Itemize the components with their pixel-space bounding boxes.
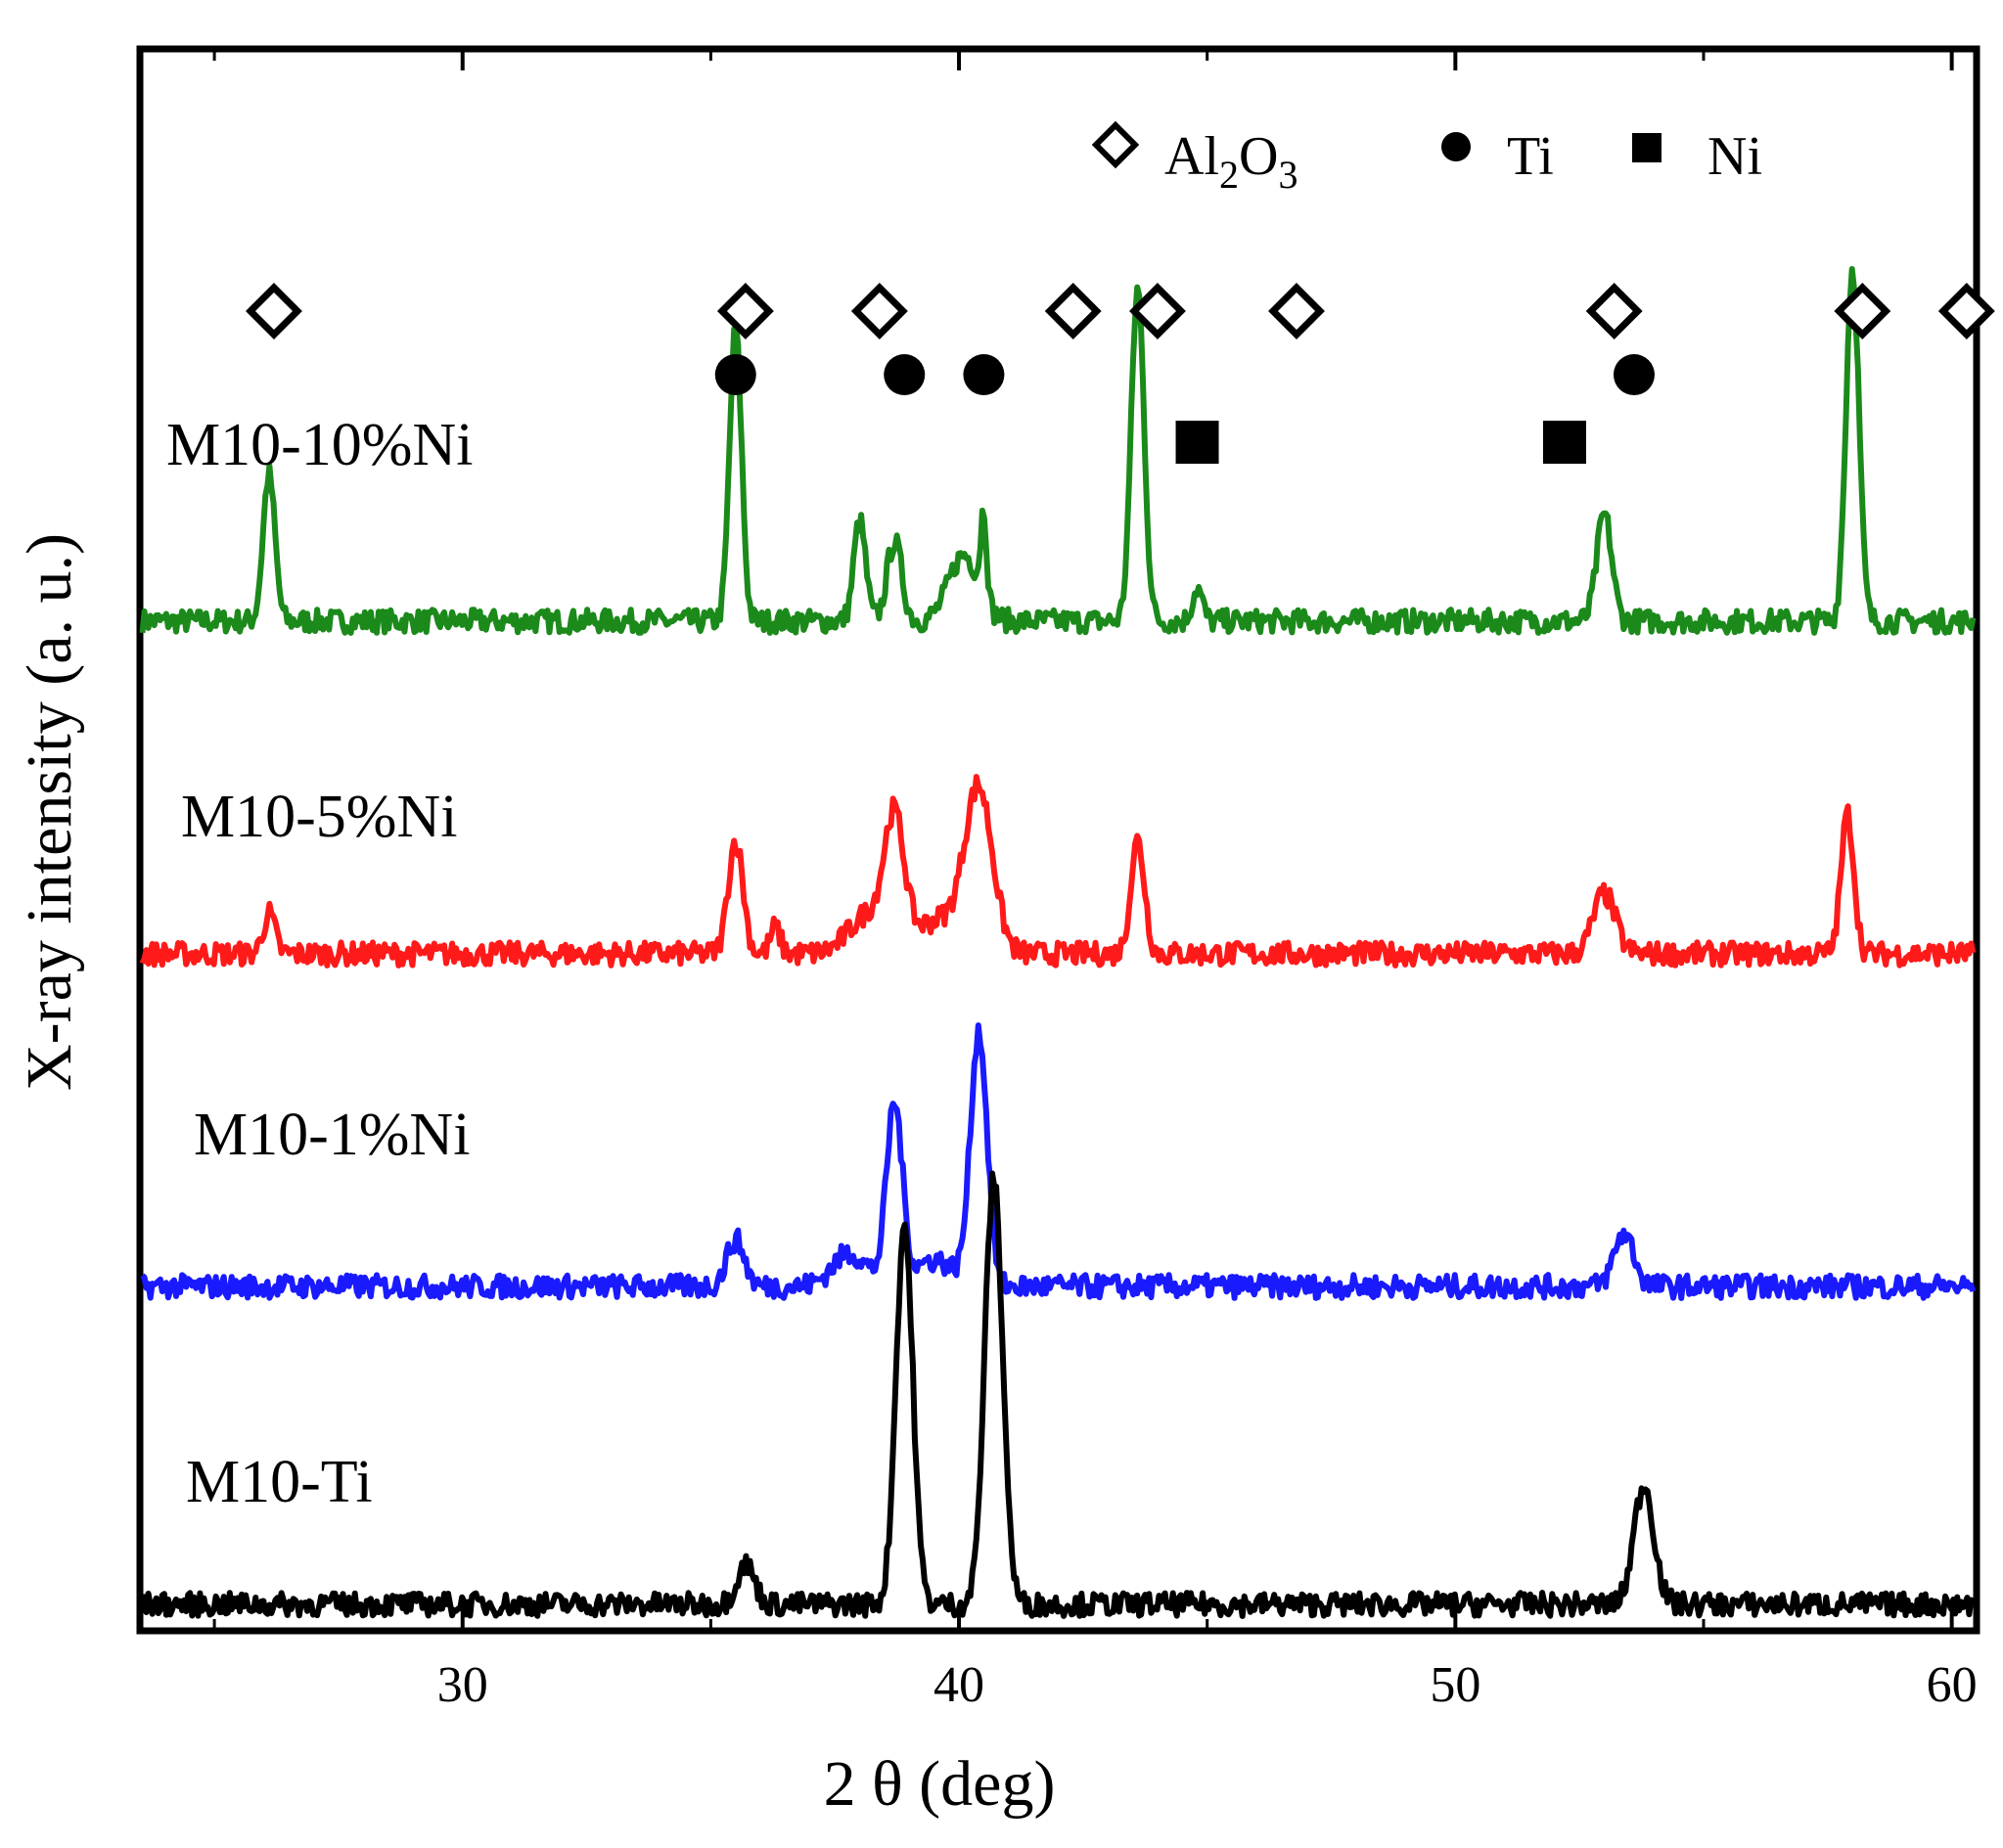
series-labels: M10-10%Ni M10-5%Ni M10-1%Ni M10-Ti [166,412,473,1515]
phase-markers [246,283,1995,464]
x-axis-title: 2 θ (deg) [824,1748,1056,1820]
x-tick-label: 30 [437,1657,488,1713]
plot-frame [136,45,1980,1635]
series-line [139,1170,1977,1619]
series-label: M10-Ti [186,1449,373,1515]
ni-marker [1175,421,1219,464]
al2o3-marker [1129,283,1186,339]
series-group [139,266,1977,1619]
y-axis-title: X-ray intensity (a. u.) [14,533,85,1091]
legend-al2o3-label: Al2O3 [1164,126,1297,197]
legend-square-icon [1632,133,1662,162]
ni-marker [1542,421,1586,464]
ti-marker [963,354,1005,395]
al2o3-marker [1937,283,1995,339]
series-label: M10-5%Ni [181,784,457,850]
ti-marker [1613,354,1655,395]
ti-marker [884,354,926,395]
legend-circle-icon [1441,132,1471,161]
series-label: M10-1%Ni [194,1102,470,1168]
legend-ni-label: Ni [1707,126,1762,187]
x-tick-label: 60 [1927,1657,1978,1713]
series-line [140,1022,1977,1301]
series-line [139,266,1977,636]
al2o3-marker [850,283,908,339]
legend: Al2O3 Ti Ni [1091,120,1762,197]
x-ticks: 30 40 50 60 [212,49,1978,1713]
al2o3-marker [1044,283,1102,339]
al2o3-marker [1834,283,1891,339]
x-tick-label: 50 [1430,1657,1480,1713]
ti-marker [714,354,756,395]
legend-ti-label: Ti [1507,126,1554,187]
x-tick-label: 40 [933,1657,984,1713]
al2o3-marker [1268,283,1325,339]
al2o3-marker [1585,283,1643,339]
al2o3-marker [246,283,302,339]
al2o3-marker [716,283,774,339]
legend-diamond-icon [1091,120,1140,169]
series-label: M10-10%Ni [166,412,473,478]
series-line [139,774,1977,969]
